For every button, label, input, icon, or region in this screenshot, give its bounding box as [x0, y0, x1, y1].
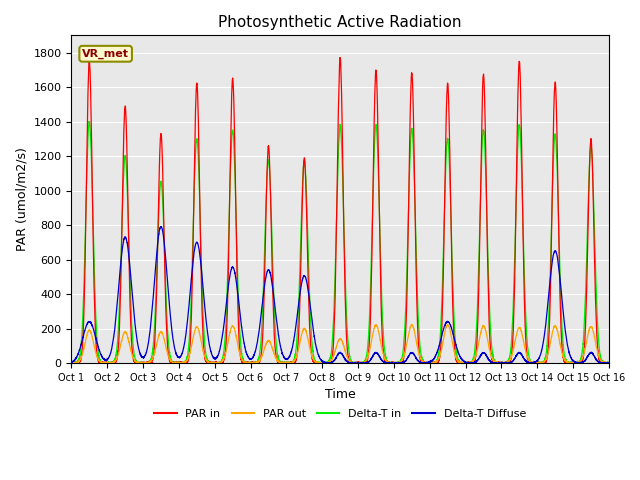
- Legend: PAR in, PAR out, Delta-T in, Delta-T Diffuse: PAR in, PAR out, Delta-T in, Delta-T Dif…: [150, 404, 531, 423]
- Text: VR_met: VR_met: [82, 48, 129, 59]
- X-axis label: Time: Time: [324, 388, 355, 401]
- Y-axis label: PAR (umol/m2/s): PAR (umol/m2/s): [15, 147, 28, 251]
- Title: Photosynthetic Active Radiation: Photosynthetic Active Radiation: [218, 15, 462, 30]
